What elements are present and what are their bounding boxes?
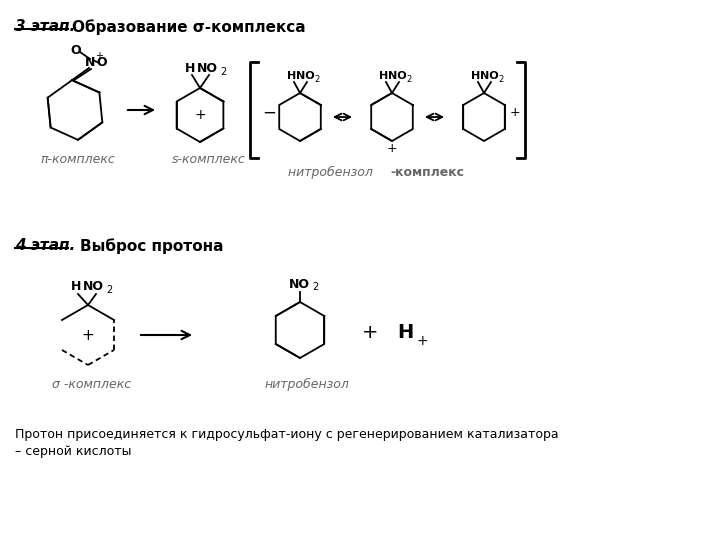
Text: 2: 2 <box>498 75 503 84</box>
Text: N: N <box>85 57 95 70</box>
Text: Протон присоединяется к гидросульфат-иону с регенерированием катализатора: Протон присоединяется к гидросульфат-ион… <box>15 428 559 441</box>
Text: 2: 2 <box>406 75 412 84</box>
Text: NO: NO <box>480 71 498 81</box>
Text: π-комплекс: π-комплекс <box>40 153 114 166</box>
Text: 3 этап.: 3 этап. <box>15 19 76 34</box>
Text: NO: NO <box>83 280 104 294</box>
Text: O: O <box>71 44 81 57</box>
Text: +: + <box>510 106 521 119</box>
Text: H: H <box>472 71 481 81</box>
Text: 2: 2 <box>220 67 226 77</box>
Text: NO: NO <box>197 62 217 75</box>
Text: H: H <box>379 71 389 81</box>
Text: 2: 2 <box>312 282 318 292</box>
Text: H: H <box>185 62 195 75</box>
Text: нитробензол: нитробензол <box>288 166 377 179</box>
Text: 4 этап.: 4 этап. <box>15 238 76 253</box>
Text: 2: 2 <box>106 285 112 295</box>
Text: +: + <box>416 334 428 348</box>
Text: Выброс протона: Выброс протона <box>80 238 223 254</box>
Text: s-комплекс: s-комплекс <box>172 153 246 166</box>
Text: −: − <box>262 104 276 122</box>
Text: +: + <box>361 322 378 341</box>
Text: +: + <box>95 51 103 61</box>
Text: +: + <box>387 141 397 154</box>
Text: +: + <box>194 108 206 122</box>
Text: NO: NO <box>387 71 406 81</box>
Text: NO: NO <box>289 278 310 291</box>
Text: Образование σ-комплекса: Образование σ-комплекса <box>72 19 305 35</box>
Text: H: H <box>71 280 81 294</box>
Text: O: O <box>96 57 107 70</box>
Text: +: + <box>81 327 94 342</box>
Text: – серной кислоты: – серной кислоты <box>15 445 132 458</box>
Text: нитробензол: нитробензол <box>265 378 350 391</box>
Text: -комплекс: -комплекс <box>390 166 464 179</box>
Text: H: H <box>287 71 297 81</box>
Text: σ -комплекс: σ -комплекс <box>52 378 131 391</box>
Text: H: H <box>397 322 413 341</box>
Text: 2: 2 <box>315 75 320 84</box>
Text: NO: NO <box>296 71 315 81</box>
